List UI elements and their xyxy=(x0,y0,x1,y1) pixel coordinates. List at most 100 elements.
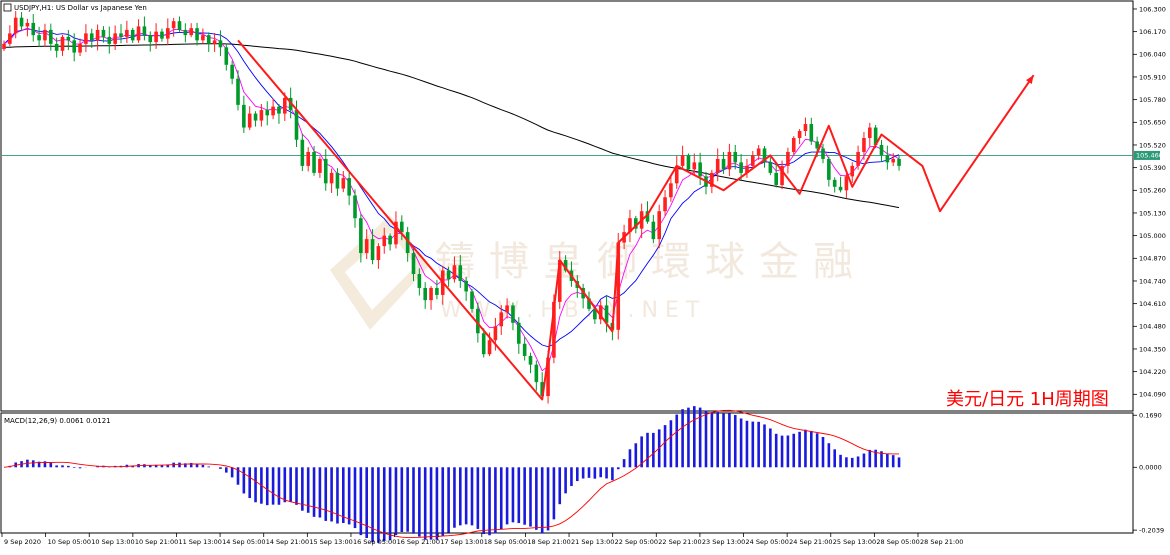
time-tick-label: 18 Sep 05:00 xyxy=(484,538,527,546)
macd-label: MACD(12,26,9) 0.0061 0.0121 xyxy=(4,417,111,425)
candle-body xyxy=(452,265,457,280)
candle-body xyxy=(271,106,275,116)
candle-body xyxy=(680,155,685,166)
candle-body xyxy=(218,40,223,48)
price-tick-label: 105.780 xyxy=(1139,96,1166,104)
candle-body xyxy=(464,280,468,292)
candle-body xyxy=(803,124,808,132)
candle-body xyxy=(43,29,47,41)
ma-slow-line xyxy=(3,43,900,209)
candle-body xyxy=(8,33,12,44)
watermark-logo-inner xyxy=(345,232,416,310)
candle-body xyxy=(809,124,814,142)
candle-body xyxy=(359,218,363,254)
macd-signal-line xyxy=(3,409,899,539)
candle-body xyxy=(107,36,112,44)
candle-body xyxy=(177,21,182,30)
candle-body xyxy=(774,172,778,186)
candle-body xyxy=(698,162,702,177)
candle-body xyxy=(721,158,726,170)
time-tick-label: 18 Sep 21:00 xyxy=(527,538,570,546)
candle-body xyxy=(651,221,656,240)
current-price-tag xyxy=(1134,150,1160,160)
candle-body xyxy=(171,21,176,29)
time-tick-label: 17 Sep 13:00 xyxy=(440,538,483,546)
candle-body xyxy=(528,355,533,365)
candle-body xyxy=(423,287,427,301)
ma-fast-line xyxy=(3,27,900,372)
price-tick-label: 104.610 xyxy=(1139,300,1166,308)
candle-body xyxy=(382,235,387,247)
time-tick-label: 15 Sep 13:00 xyxy=(309,538,352,546)
candle-body xyxy=(815,141,819,149)
price-tick-label: 105.130 xyxy=(1139,209,1166,217)
macd-tick-label: 0.0000 xyxy=(1139,464,1162,472)
period-annotation: 美元/日元 1H周期图 xyxy=(946,389,1109,410)
candle-body xyxy=(745,165,749,173)
candle-body xyxy=(458,265,463,281)
candle-body xyxy=(160,31,164,39)
zigzag-annotations xyxy=(237,39,1035,401)
candle-body xyxy=(113,33,117,44)
candle-body xyxy=(405,232,410,254)
candle-body xyxy=(522,343,527,356)
candle-body xyxy=(19,17,24,27)
watermark-url: W W W . H B F X . N E T xyxy=(440,298,700,323)
candle-body xyxy=(850,165,855,177)
candle-body xyxy=(517,322,521,344)
time-tick-label: 10 Sep 05:00 xyxy=(48,538,91,546)
macd-tick-label: 0.1690 xyxy=(1139,412,1162,420)
candle-body xyxy=(780,165,784,186)
candle-body xyxy=(89,33,94,41)
candle-body xyxy=(60,36,65,51)
candle-body xyxy=(54,43,59,51)
candle-body xyxy=(294,110,299,140)
price-tick-label: 106.040 xyxy=(1139,51,1166,59)
candle-body xyxy=(265,110,270,116)
candle-body xyxy=(347,178,351,196)
candle-body xyxy=(259,110,264,121)
candle-body xyxy=(552,301,556,358)
time-tick-label: 28 Sep 05:00 xyxy=(876,538,919,546)
candle-body xyxy=(476,308,480,334)
candle-body xyxy=(756,148,761,156)
price-tick-label: 105.650 xyxy=(1139,119,1166,127)
candle-body xyxy=(838,186,843,191)
candle-body xyxy=(341,178,346,189)
candle-body xyxy=(306,151,310,166)
candle-body xyxy=(2,43,6,50)
price-tick-label: 105.260 xyxy=(1139,187,1166,195)
candle-body xyxy=(142,26,147,36)
time-tick-label: 10 Sep 13:00 xyxy=(91,538,134,546)
candle-body xyxy=(827,158,831,180)
time-tick-label: 14 Sep 05:00 xyxy=(222,538,265,546)
candle-body xyxy=(411,253,416,274)
candle-body xyxy=(130,29,135,41)
candle-body xyxy=(78,43,82,53)
candle-body xyxy=(370,239,375,261)
zigzag-path xyxy=(237,39,1035,401)
candle-body xyxy=(821,148,825,159)
candle-body xyxy=(540,382,544,397)
candle-body xyxy=(25,22,30,27)
candle-body xyxy=(125,29,129,37)
price-tick-label: 105.000 xyxy=(1139,232,1166,240)
watermark-chinese: 鑄博皇御環球金融 xyxy=(435,239,867,285)
candle-body xyxy=(376,246,381,261)
price-tick-label: 104.220 xyxy=(1139,368,1166,376)
candle-body xyxy=(505,305,509,313)
time-tick-label: 24 Sep 05:00 xyxy=(746,538,789,546)
candle-body xyxy=(435,287,439,295)
candle-body xyxy=(446,270,451,280)
price-tick-label: 104.090 xyxy=(1139,391,1166,399)
candle-body xyxy=(101,29,106,37)
time-tick-label: 24 Sep 21:00 xyxy=(789,538,832,546)
time-tick-label: 10 Sep 21:00 xyxy=(135,538,178,546)
candle-body xyxy=(663,197,667,212)
candle-body xyxy=(206,35,211,44)
candle-body xyxy=(715,158,720,173)
candle-body xyxy=(136,26,141,41)
candle-body xyxy=(329,172,334,184)
